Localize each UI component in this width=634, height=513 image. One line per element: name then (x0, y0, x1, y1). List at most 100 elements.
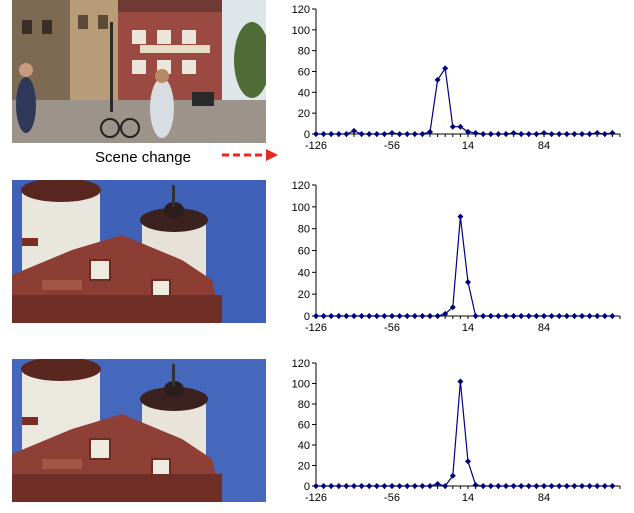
data-point (579, 483, 585, 489)
data-point (396, 483, 403, 489)
data-point (389, 313, 395, 319)
y-tick-label: 0 (304, 481, 310, 493)
data-point (586, 483, 593, 489)
data-point (510, 483, 517, 489)
x-tick-label: -56 (384, 140, 400, 152)
data-point (351, 127, 357, 134)
data-point (518, 131, 525, 137)
data-point (396, 131, 403, 137)
data-point (541, 129, 547, 136)
data-point (411, 483, 418, 489)
data-point (556, 131, 563, 137)
data-point (366, 483, 373, 489)
x-tick-label: 84 (538, 140, 550, 152)
y-tick-label: 40 (298, 87, 310, 99)
data-point (343, 313, 350, 319)
scene-change-arrow-icon (222, 149, 278, 161)
y-tick-label: 40 (298, 440, 310, 452)
data-point (404, 131, 411, 137)
data-point (563, 313, 570, 319)
data-point (427, 128, 433, 135)
data-point (434, 76, 441, 83)
data-point (579, 313, 585, 319)
data-point (609, 313, 616, 319)
data-point (381, 313, 388, 319)
street-scene-photo (12, 0, 266, 143)
data-point (601, 483, 608, 489)
data-point (518, 483, 525, 489)
data-point (335, 313, 342, 319)
x-tick-label: 84 (538, 492, 550, 504)
data-point (404, 313, 411, 319)
data-point (358, 131, 365, 137)
data-point (472, 313, 479, 319)
scene-change-label: Scene change (95, 149, 191, 166)
castle-tower-photo-2 (12, 359, 266, 502)
y-tick-label: 80 (298, 46, 310, 58)
x-tick-label: -126 (305, 140, 327, 152)
y-tick-label: 80 (298, 399, 310, 411)
data-point (579, 131, 585, 137)
data-point (366, 131, 373, 137)
series-line (316, 66, 613, 135)
y-tick-label: 120 (292, 358, 310, 370)
data-point (586, 131, 593, 137)
data-point (495, 313, 502, 319)
data-point (487, 131, 494, 137)
data-point (434, 480, 441, 487)
y-tick-label: 100 (292, 202, 310, 214)
data-point (457, 123, 464, 130)
data-point (411, 131, 418, 137)
data-point (563, 483, 570, 489)
data-point (381, 483, 388, 489)
data-point (556, 313, 563, 319)
data-point (548, 313, 555, 319)
data-point (449, 123, 456, 130)
data-point (389, 129, 395, 136)
data-point (335, 483, 342, 489)
data-point (335, 131, 342, 137)
y-tick-label: 60 (298, 246, 310, 258)
data-point (495, 483, 502, 489)
data-point (419, 483, 426, 489)
x-tick-label: -56 (384, 322, 400, 334)
data-point (586, 313, 593, 319)
data-point (320, 131, 327, 137)
data-point (541, 313, 547, 319)
data-point (313, 131, 319, 137)
data-point (313, 483, 319, 489)
data-point (609, 129, 616, 136)
y-tick-label: 120 (292, 4, 310, 16)
y-tick-label: 60 (298, 420, 310, 432)
y-tick-label: 100 (292, 25, 310, 37)
series-line (316, 216, 613, 317)
data-point (449, 304, 456, 311)
x-tick-label: 84 (538, 322, 550, 334)
data-point (366, 313, 373, 319)
data-point (313, 313, 319, 319)
data-point (594, 313, 601, 319)
data-point (328, 131, 335, 137)
data-point (434, 313, 441, 319)
data-point (419, 131, 426, 137)
data-point (518, 313, 525, 319)
data-point (533, 131, 540, 137)
data-point (389, 483, 395, 489)
data-point (396, 313, 403, 319)
data-point (541, 483, 547, 489)
data-point (427, 483, 433, 489)
data-point (533, 483, 540, 489)
data-point (525, 483, 532, 489)
data-point (343, 131, 350, 137)
data-point (503, 313, 509, 319)
y-tick-label: 20 (298, 108, 310, 120)
data-point (351, 313, 357, 319)
series-line (316, 381, 613, 487)
x-tick-label: 14 (462, 492, 474, 504)
data-point (503, 131, 509, 137)
data-point (427, 313, 433, 319)
data-point (510, 313, 517, 319)
data-point (320, 313, 327, 319)
data-point (320, 483, 327, 489)
